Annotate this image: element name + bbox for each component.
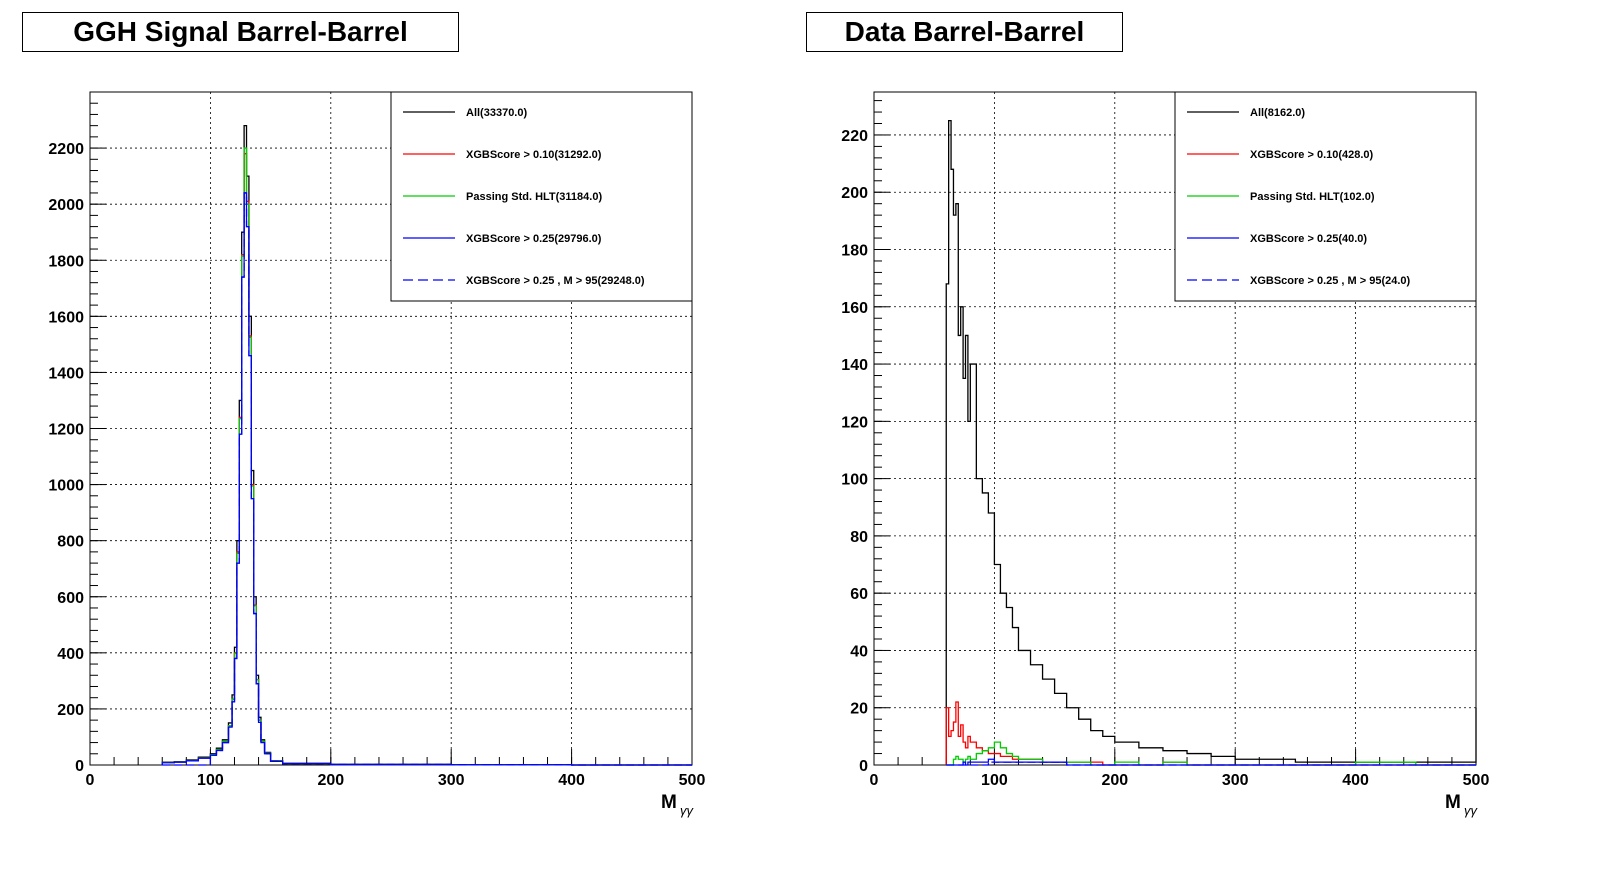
x-axis-label: M [661, 792, 677, 813]
x-axis-label-subscript: γγ [680, 803, 695, 818]
y-tick-label-2: 40 [850, 643, 868, 660]
chart-right: 0 100 200 300 400 500 0 20 40 60 80 100 120 140 160 180… [841, 91, 1490, 818]
x-tick-label-3: 300 [1222, 772, 1249, 789]
legend: All(33370.0) XGBScore > 0.10(31292.0) Pass… [390, 91, 693, 302]
series-line-2 [946, 741, 1476, 766]
y-tick-label-1: 20 [850, 701, 868, 718]
y-tick-label-3: 600 [57, 590, 84, 607]
legend-entry-0: All(8162.0) [1250, 107, 1305, 119]
y-tick-label-8: 1600 [48, 309, 84, 326]
x-axis-label: M [1445, 792, 1461, 813]
x-tick-label-4: 400 [558, 772, 585, 789]
x-axis-label-subscript: γγ [1464, 803, 1479, 818]
y-tick-label-5: 1000 [48, 478, 84, 495]
y-tick-label-6: 1200 [48, 422, 84, 439]
y-tick-label-7: 1400 [48, 365, 84, 382]
x-tick-label-4: 400 [1342, 772, 1369, 789]
series-line-0 [945, 119, 1477, 765]
y-tick-label-10: 2000 [48, 197, 84, 214]
y-tick-label-7: 140 [841, 357, 868, 374]
y-tick-label-4: 80 [850, 529, 868, 546]
legend-entry-3: XGBScore > 0.25(40.0) [1250, 233, 1367, 245]
x-tick-label-2: 200 [1101, 772, 1128, 789]
legend-entry-0: All(33370.0) [466, 107, 527, 119]
x-tick-label-0: 0 [870, 772, 879, 789]
y-tick-label-9: 1800 [48, 253, 84, 270]
x-tick-label-1: 100 [197, 772, 224, 789]
chart-left: 0 100 200 300 400 500 0 200 400 600 800 1000 1200 140… [48, 91, 706, 818]
y-tick-label-0: 0 [75, 758, 84, 775]
x-tick-label-1: 100 [981, 772, 1008, 789]
y-tick-label-9: 180 [841, 243, 868, 260]
x-tick-label-0: 0 [86, 772, 95, 789]
legend-entry-2: Passing Std. HLT(31184.0) [466, 191, 602, 203]
y-tick-label-4: 800 [57, 534, 84, 551]
legend-entry-4: XGBScore > 0.25 , M > 95(29248.0) [466, 275, 645, 287]
legend-entry-1: XGBScore > 0.10(31292.0) [466, 149, 602, 161]
y-tick-label-10: 200 [841, 185, 868, 202]
x-tick-label-5: 500 [1463, 772, 1490, 789]
title-left: GGH Signal Barrel-Barrel [22, 12, 459, 52]
x-tick-label-5: 500 [679, 772, 706, 789]
y-tick-label-11: 2200 [48, 141, 84, 158]
x-tick-label-3: 300 [438, 772, 465, 789]
title-right: Data Barrel-Barrel [806, 12, 1123, 52]
series-line-4 [946, 761, 1476, 766]
legend-entry-4: XGBScore > 0.25 , M > 95(24.0) [1250, 275, 1411, 287]
legend-entry-3: XGBScore > 0.25(29796.0) [466, 233, 602, 245]
x-tick-label-2: 200 [317, 772, 344, 789]
legend-entry-2: Passing Std. HLT(102.0) [1250, 191, 1375, 203]
series-line-4 [162, 192, 692, 766]
legend-entry-1: XGBScore > 0.10(428.0) [1250, 149, 1374, 161]
y-tick-label-2: 400 [57, 646, 84, 663]
y-tick-label-1: 200 [57, 702, 84, 719]
y-tick-label-0: 0 [859, 758, 868, 775]
legend: All(8162.0) XGBScore > 0.10(428.0) Passing… [1174, 91, 1477, 302]
y-tick-label-5: 100 [841, 472, 868, 489]
y-tick-label-11: 220 [841, 128, 868, 145]
y-tick-label-8: 160 [841, 300, 868, 317]
y-tick-label-3: 60 [850, 586, 868, 603]
y-tick-label-6: 120 [841, 414, 868, 431]
